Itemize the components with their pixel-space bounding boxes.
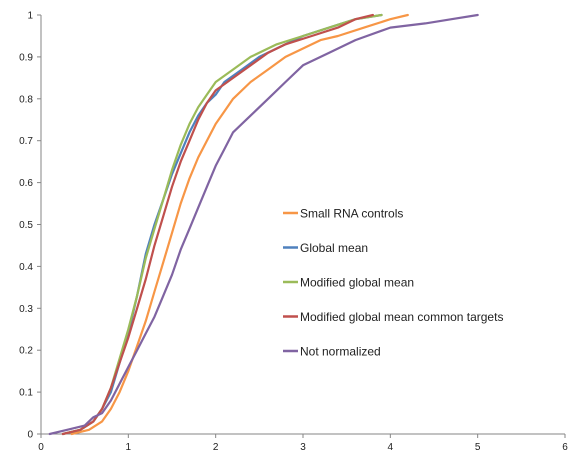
x-tick-label: 2	[213, 442, 219, 453]
axes: 0 0.1 0.2 0.3 0.4 0.5 0.6 0.7 0.8 0.9 1 0 1 2 3 4 5 6	[19, 11, 568, 454]
series-line-modified-global-mean-common-targets	[61, 13, 374, 436]
x-tick-label: 4	[388, 442, 394, 453]
legend: Small RNA controls Global mean Modified gl…	[283, 207, 503, 359]
y-tick-label: 0.8	[19, 94, 33, 105]
y-tick-label: 0.7	[19, 136, 33, 147]
series-line-modified-global-mean	[61, 13, 383, 436]
y-tick-label: 0.4	[19, 262, 33, 273]
x-tick-label: 3	[300, 442, 306, 453]
y-tick-label: 0.5	[19, 220, 33, 231]
legend-label-small-rna-controls: Small RNA controls	[300, 207, 403, 221]
x-tick-label: 5	[475, 442, 481, 453]
legend-label-not-normalized: Not normalized	[300, 345, 381, 359]
legend-label-modified-global-mean: Modified global mean	[300, 276, 414, 290]
series-line-not-normalized	[48, 13, 479, 436]
y-tick-label: 0.2	[19, 346, 33, 357]
y-tick-label: 1	[27, 11, 33, 22]
legend-label-modified-global-mean-common-targets: Modified global mean common targets	[300, 310, 503, 324]
y-tick-label: 0.9	[19, 52, 33, 63]
series-line-small-rna-controls	[70, 13, 409, 436]
y-tick-label: 0.3	[19, 304, 33, 315]
y-tick-label: 0.1	[19, 388, 33, 399]
y-tick-label: 0	[27, 430, 33, 441]
x-tick-label: 1	[126, 442, 132, 453]
legend-label-global-mean: Global mean	[300, 241, 368, 255]
series-lines	[48, 13, 479, 436]
x-tick-label: 0	[38, 442, 44, 453]
x-tick-label: 6	[562, 442, 568, 453]
y-tick-label: 0.6	[19, 178, 33, 189]
